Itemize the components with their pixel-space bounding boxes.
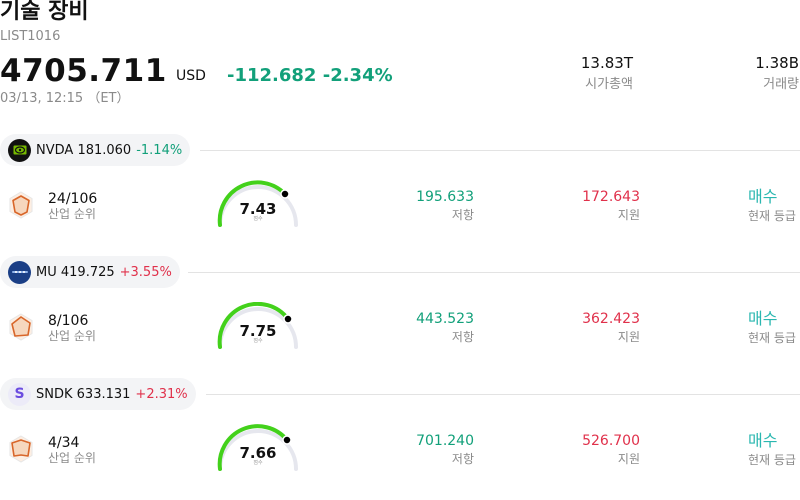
- divider: [188, 272, 800, 273]
- stock-chip[interactable]: MU 419.725 +3.55%: [0, 256, 180, 288]
- index-price: 4705.711: [0, 53, 167, 89]
- index-change: -112.682 -2.34%: [227, 65, 393, 86]
- support-label: 지원: [617, 452, 640, 466]
- page-title: 기술 장비: [0, 0, 89, 24]
- score-value: 7.43: [239, 200, 277, 218]
- rating-value[interactable]: 매수: [748, 431, 778, 450]
- volume-value: 1.38B: [755, 54, 799, 72]
- industry-rank-icon: [9, 435, 33, 463]
- stock-change: +3.55%: [119, 264, 172, 280]
- stock-price: 181.060: [77, 142, 132, 158]
- stock-row-sndk[interactable]: S SNDK 633.131 +2.31% 4/34 산업 순위 7.66 점수…: [0, 378, 800, 500]
- sandisk-logo-icon: S: [8, 382, 31, 406]
- industry-rank-label: 산업 순위: [48, 207, 96, 221]
- timestamp: 03/13, 12:15 （ET）: [0, 91, 130, 106]
- currency-label: USD: [176, 68, 206, 84]
- rating-label: 현재 등급: [748, 331, 796, 345]
- support-value: 362.423: [582, 311, 640, 327]
- score-label: 점수: [253, 338, 263, 344]
- stock-symbol: SNDK: [36, 386, 73, 402]
- stock-chip[interactable]: NVDA 181.060 -1.14%: [0, 134, 191, 166]
- rating-label: 현재 등급: [748, 453, 796, 467]
- score-gauge: [217, 180, 298, 227]
- industry-rank-label: 산업 순위: [48, 451, 96, 465]
- support-value: 526.700: [582, 433, 640, 449]
- support-label: 지원: [617, 208, 640, 222]
- score-gauge: [217, 424, 298, 471]
- score-label: 점수: [253, 216, 263, 222]
- industry-rank-icon: [9, 313, 33, 341]
- industry-rank-value: 24/106: [48, 191, 98, 207]
- resistance-label: 저항: [451, 452, 474, 466]
- resistance-label: 저항: [451, 208, 474, 222]
- list-code: LIST1016: [0, 29, 61, 44]
- industry-rank-label: 산업 순위: [48, 329, 96, 343]
- resistance-value: 443.523: [416, 311, 474, 327]
- market-cap-label: 시가총액: [585, 77, 633, 92]
- volume-label: 거래량: [763, 77, 799, 92]
- stock-price: 633.131: [76, 386, 131, 402]
- market-cap-value: 13.83T: [580, 54, 633, 72]
- industry-rank-value: 8/106: [48, 313, 89, 329]
- micron-logo-icon: [8, 260, 31, 284]
- resistance-value: 195.633: [416, 189, 474, 205]
- stock-price: 419.725: [60, 264, 115, 280]
- stock-change: -1.14%: [136, 142, 183, 158]
- stock-symbol: NVDA: [36, 142, 74, 158]
- rating-value[interactable]: 매수: [748, 187, 778, 206]
- score-value: 7.66: [239, 444, 277, 462]
- stock-change: +2.31%: [135, 386, 188, 402]
- stock-symbol: MU: [36, 264, 57, 280]
- support-value: 172.643: [582, 189, 640, 205]
- stock-chip[interactable]: S SNDK 633.131 +2.31%: [0, 378, 196, 410]
- score-label: 점수: [253, 460, 263, 466]
- stock-row-mu[interactable]: MU 419.725 +3.55% 8/106 산업 순위 7.75 점수 44…: [0, 256, 800, 378]
- rating-value[interactable]: 매수: [748, 309, 778, 328]
- support-label: 지원: [617, 330, 640, 344]
- resistance-label: 저항: [451, 330, 474, 344]
- rating-label: 현재 등급: [748, 209, 796, 223]
- divider: [200, 150, 800, 151]
- divider: [206, 394, 800, 395]
- nvidia-logo-icon: [8, 138, 31, 162]
- score-value: 7.75: [239, 322, 277, 340]
- score-gauge: [217, 302, 298, 349]
- stock-row-nvda[interactable]: NVDA 181.060 -1.14% 24/106 산업 순위 7.43 점수…: [0, 134, 800, 256]
- industry-rank-value: 4/34: [48, 435, 80, 451]
- resistance-value: 701.240: [416, 433, 474, 449]
- industry-rank-icon: [9, 191, 33, 219]
